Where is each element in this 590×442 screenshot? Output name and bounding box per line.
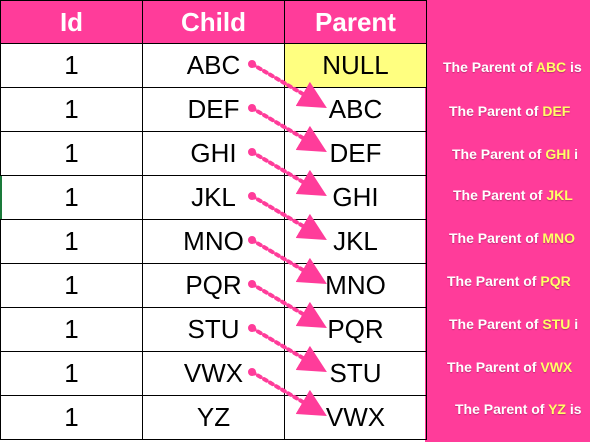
note-line: The Parent of PQR [447,273,571,289]
table-row: 1 ABC NULL [0,43,427,88]
table-row: 1 MNO JKL [0,219,427,264]
cell-child[interactable]: ABC [142,43,285,88]
note-name: VWX [540,359,573,375]
cell-parent[interactable]: MNO [284,263,427,308]
note-line: The Parent of YZ is [455,401,582,417]
note-name: ABC [535,59,567,75]
note-prefix: The Parent of [452,146,546,162]
cell-parent[interactable]: DEF [284,131,427,176]
table-row: 1 PQR MNO [0,263,427,308]
cell-id[interactable]: 1 [0,131,143,176]
cell-id[interactable]: 1 [0,219,143,264]
note-line: The Parent of STU i [449,316,578,332]
cell-child[interactable]: MNO [142,219,285,264]
selection-edge-marker [0,176,2,219]
note-name: PQR [540,273,571,289]
note-suffix: is [566,59,582,75]
note-name: JKL [546,187,573,203]
header-id[interactable]: Id [0,0,143,44]
cell-child[interactable]: GHI [142,131,285,176]
cell-child[interactable]: STU [142,307,285,352]
cell-id[interactable]: 1 [0,43,143,88]
note-suffix: is [565,401,582,417]
table-row: 1 VWX STU [0,351,427,396]
cell-id[interactable]: 1 [0,263,143,308]
note-line: The Parent of VWX [447,359,572,375]
cell-child[interactable]: DEF [142,87,285,132]
cell-child[interactable]: VWX [142,351,285,396]
note-line: The Parent of MNO [449,230,575,246]
header-row: Id Child Parent [0,0,427,44]
note-name: GHI [545,146,571,162]
spreadsheet-area: Id Child Parent 1 ABC NULL 1 DEF ABC 1 G… [0,0,427,442]
header-child[interactable]: Child [142,0,285,44]
cell-parent[interactable]: PQR [284,307,427,352]
cell-child[interactable]: PQR [142,263,285,308]
note-suffix: i [570,316,579,332]
cell-id[interactable]: 1 [0,87,143,132]
note-line: The Parent of DEF [449,103,570,119]
cell-id[interactable]: 1 [0,351,143,396]
note-prefix: The Parent of [447,273,541,289]
note-prefix: The Parent of [449,316,543,332]
note-prefix: The Parent of [453,187,547,203]
cell-parent[interactable]: GHI [284,175,427,220]
cell-id[interactable]: 1 [0,395,143,440]
note-name: STU [542,316,571,332]
cell-id[interactable]: 1 [0,307,143,352]
header-parent[interactable]: Parent [284,0,427,44]
cell-child[interactable]: JKL [142,175,285,220]
note-prefix: The Parent of [449,103,543,119]
note-line: The Parent of JKL [453,187,573,203]
table-row: 1 YZ VWX [0,395,427,440]
note-name: YZ [548,401,566,417]
note-suffix: i [570,146,579,162]
note-line: The Parent of ABC is [443,59,582,75]
table-row: 1 STU PQR [0,307,427,352]
note-prefix: The Parent of [455,401,549,417]
cell-parent[interactable]: JKL [284,219,427,264]
cell-parent[interactable]: ABC [284,87,427,132]
note-name: MNO [542,230,576,246]
note-name: DEF [542,103,571,119]
cell-parent[interactable]: VWX [284,395,427,440]
cell-parent[interactable]: STU [284,351,427,396]
note-prefix: The Parent of [447,359,541,375]
parent-child-table: Id Child Parent 1 ABC NULL 1 DEF ABC 1 G… [0,0,427,440]
note-line: The Parent of GHI i [452,146,578,162]
annotation-panel: The Parent of ABC is The Parent of DEF T… [425,0,590,442]
table-row: 1 GHI DEF [0,131,427,176]
table-row: 1 DEF ABC [0,87,427,132]
cell-id[interactable]: 1 [0,175,143,220]
cell-parent[interactable]: NULL [284,43,427,88]
note-prefix: The Parent of [443,59,536,75]
cell-child[interactable]: YZ [142,395,285,440]
table-row: 1 JKL GHI [0,175,427,220]
note-prefix: The Parent of [449,230,543,246]
